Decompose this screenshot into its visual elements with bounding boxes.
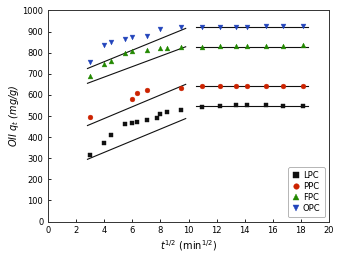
FPC bbox=[217, 44, 223, 48]
PPC bbox=[244, 84, 249, 88]
FPC bbox=[102, 62, 107, 66]
FPC bbox=[145, 47, 150, 51]
OPC bbox=[102, 43, 107, 47]
LPC bbox=[130, 121, 135, 126]
LPC bbox=[234, 103, 239, 108]
OPC bbox=[158, 27, 163, 31]
PPC bbox=[300, 84, 306, 88]
LPC bbox=[300, 104, 306, 108]
PPC bbox=[217, 84, 223, 89]
FPC bbox=[199, 45, 205, 49]
PPC bbox=[130, 97, 135, 101]
PPC bbox=[234, 84, 239, 88]
FPC bbox=[122, 51, 128, 55]
FPC bbox=[130, 48, 135, 53]
LPC bbox=[102, 141, 107, 146]
FPC bbox=[158, 46, 163, 50]
LPC bbox=[154, 116, 160, 120]
Y-axis label: OII $q_t$ (mg/g): OII $q_t$ (mg/g) bbox=[7, 85, 21, 147]
LPC bbox=[263, 103, 268, 108]
OPC bbox=[300, 24, 306, 28]
PPC bbox=[280, 84, 286, 88]
FPC bbox=[234, 44, 239, 48]
OPC bbox=[199, 25, 205, 29]
LPC bbox=[244, 103, 249, 108]
OPC bbox=[122, 37, 128, 41]
LPC bbox=[88, 153, 93, 157]
FPC bbox=[300, 43, 306, 47]
PPC bbox=[179, 86, 184, 90]
LPC bbox=[108, 133, 114, 137]
OPC bbox=[217, 25, 223, 29]
OPC bbox=[88, 60, 93, 64]
LPC bbox=[158, 112, 163, 116]
OPC bbox=[108, 40, 114, 44]
LPC bbox=[145, 118, 150, 122]
LPC bbox=[165, 110, 170, 114]
OPC bbox=[244, 25, 249, 29]
PPC bbox=[199, 84, 205, 89]
FPC bbox=[179, 45, 184, 49]
LPC bbox=[217, 104, 223, 108]
OPC bbox=[234, 25, 239, 29]
FPC bbox=[280, 44, 286, 48]
PPC bbox=[263, 84, 268, 88]
Legend: LPC, PPC, FPC, OPC: LPC, PPC, FPC, OPC bbox=[288, 167, 325, 217]
OPC bbox=[280, 24, 286, 28]
PPC bbox=[145, 88, 150, 92]
OPC bbox=[130, 35, 135, 39]
LPC bbox=[199, 105, 205, 109]
FPC bbox=[244, 44, 249, 48]
OPC bbox=[179, 25, 184, 29]
OPC bbox=[145, 34, 150, 38]
LPC bbox=[122, 122, 128, 127]
LPC bbox=[134, 120, 139, 125]
OPC bbox=[263, 24, 268, 28]
LPC bbox=[280, 104, 286, 108]
FPC bbox=[263, 44, 268, 48]
LPC bbox=[179, 108, 184, 112]
PPC bbox=[134, 91, 139, 95]
FPC bbox=[165, 46, 170, 50]
FPC bbox=[88, 74, 93, 78]
X-axis label: $t^{1/2}$ (min$^{1/2}$): $t^{1/2}$ (min$^{1/2}$) bbox=[160, 238, 217, 253]
PPC bbox=[88, 115, 93, 119]
FPC bbox=[108, 59, 114, 63]
